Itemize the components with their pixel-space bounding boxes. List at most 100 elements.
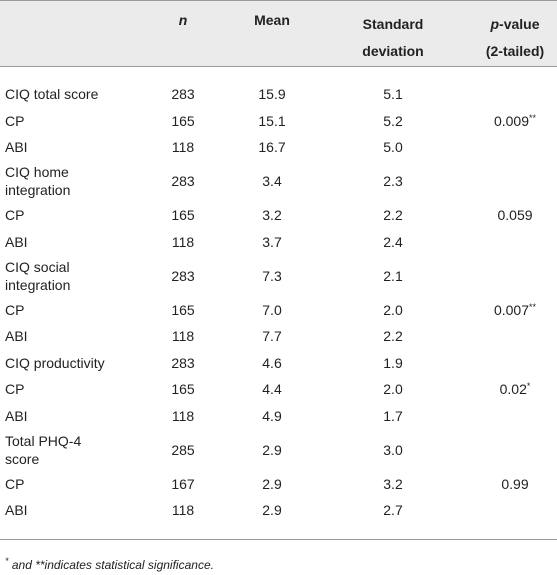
footnote: * and **indicates statistical significan…	[5, 556, 214, 574]
cell-n: 118	[171, 139, 195, 155]
cell-n: 118	[171, 407, 195, 424]
cell-mean: 15.1	[258, 112, 286, 129]
header-sd-line: Standard	[362, 16, 424, 32]
cell-n: 285	[171, 441, 195, 458]
header-p-italic: p	[490, 16, 500, 32]
row-label-line: ABI	[5, 328, 28, 344]
row-label-line: integration	[5, 182, 71, 198]
cell-sd: 2.4	[383, 233, 403, 250]
header-mean: Mean	[254, 12, 290, 28]
cell-mean: 15.9	[258, 86, 286, 102]
cell-sd: 2.2	[383, 207, 403, 223]
header-background	[0, 0, 557, 66]
cell-mean: 4.9	[262, 407, 282, 424]
cell-sd: 1.7	[383, 407, 403, 424]
row-label: ABI	[5, 233, 28, 251]
header-n: n	[178, 12, 188, 28]
row-label-line: CP	[5, 475, 25, 492]
row-label-line: CP	[5, 112, 25, 129]
p-value: 0.99	[501, 475, 529, 492]
header-sd-line: deviation	[362, 43, 424, 59]
bottom-rule	[0, 539, 557, 540]
row-label: CP	[5, 206, 24, 224]
cell-mean: 7.3	[262, 267, 282, 284]
row-label-line: CP	[5, 381, 25, 397]
row-label: ABI	[5, 501, 28, 519]
row-label: ABI	[5, 407, 28, 425]
row-label: CIQ home integration	[5, 163, 70, 199]
p-value: 0.007	[493, 301, 530, 318]
cell-sd: 5.0	[383, 139, 403, 155]
cell-n: 165	[171, 301, 195, 318]
row-label: CP	[5, 380, 24, 398]
cell-mean: 7.0	[262, 301, 282, 318]
footnote-text: and **indicates statistical significance…	[8, 558, 214, 572]
cell-n: 165	[171, 112, 195, 129]
cell-sd: 2.0	[383, 381, 403, 397]
cell-n: 165	[171, 381, 195, 397]
cell-p: 0.007**	[494, 301, 536, 319]
header-rule	[0, 66, 557, 67]
cell-n: 118	[171, 502, 195, 518]
cell-n: 283	[171, 354, 195, 371]
row-label: CIQ social integration	[5, 258, 70, 294]
cell-sd: 2.1	[383, 267, 403, 284]
row-label-line: integration	[5, 276, 71, 293]
header-p-line: (2-tailed)	[485, 43, 545, 59]
p-mark: **	[529, 301, 537, 312]
cell-sd: 3.0	[383, 441, 403, 458]
cell-sd: 2.0	[383, 301, 403, 318]
row-label: ABI	[5, 327, 28, 345]
cell-mean: 4.4	[262, 381, 282, 397]
row-label-line: Total PHQ-4	[5, 432, 82, 449]
cell-mean: 2.9	[262, 502, 282, 518]
row-label: CP	[5, 112, 24, 130]
row-label-line: score	[5, 450, 40, 467]
row-label-line: CIQ productivity	[5, 354, 105, 371]
cell-n: 283	[171, 86, 195, 102]
cell-n: 118	[171, 328, 195, 344]
row-label-line: ABI	[5, 502, 28, 518]
row-label-line: CP	[5, 207, 25, 223]
row-label-line: CIQ social	[5, 258, 70, 275]
cell-n: 118	[171, 233, 195, 250]
row-label-line: CP	[5, 301, 25, 318]
cell-n: 283	[171, 267, 195, 284]
cell-mean: 2.9	[262, 475, 282, 492]
p-mark: *	[526, 381, 531, 391]
cell-p: 0.059	[497, 206, 532, 224]
cell-mean: 3.7	[262, 233, 282, 250]
p-value: 0.02	[499, 381, 527, 397]
header-p: p-value (2-tailed)	[486, 11, 544, 65]
row-label: ABI	[5, 138, 28, 156]
cell-sd: 5.2	[383, 112, 403, 129]
top-rule	[0, 0, 557, 1]
row-label-line: CIQ total score	[5, 86, 99, 102]
cell-sd: 3.2	[383, 475, 403, 492]
row-label: Total PHQ-4 score	[5, 432, 81, 468]
cell-mean: 3.4	[262, 173, 282, 189]
footnote-mark: *	[5, 556, 9, 566]
cell-sd: 5.1	[383, 86, 403, 102]
row-label: CIQ total score	[5, 85, 98, 103]
cell-p: 0.009**	[494, 112, 536, 130]
row-label-line: ABI	[5, 407, 28, 424]
header-p-line: p-value	[486, 11, 544, 38]
cell-mean: 16.7	[258, 139, 286, 155]
p-value: 0.059	[497, 207, 533, 223]
cell-mean: 2.9	[262, 441, 282, 458]
cell-mean: 7.7	[262, 328, 282, 344]
cell-sd: 2.7	[383, 502, 403, 518]
cell-mean: 3.2	[262, 207, 282, 223]
cell-n: 283	[171, 173, 195, 189]
p-value: 0.009	[493, 112, 530, 129]
cell-sd: 2.2	[383, 328, 403, 344]
cell-sd: 2.3	[383, 173, 403, 189]
row-label-line: ABI	[5, 233, 28, 250]
row-label: CP	[5, 475, 24, 493]
cell-p: 0.99	[501, 475, 528, 493]
header-sd: Standard deviation	[362, 11, 423, 65]
cell-mean: 4.6	[262, 354, 282, 371]
cell-sd: 1.9	[383, 354, 403, 371]
